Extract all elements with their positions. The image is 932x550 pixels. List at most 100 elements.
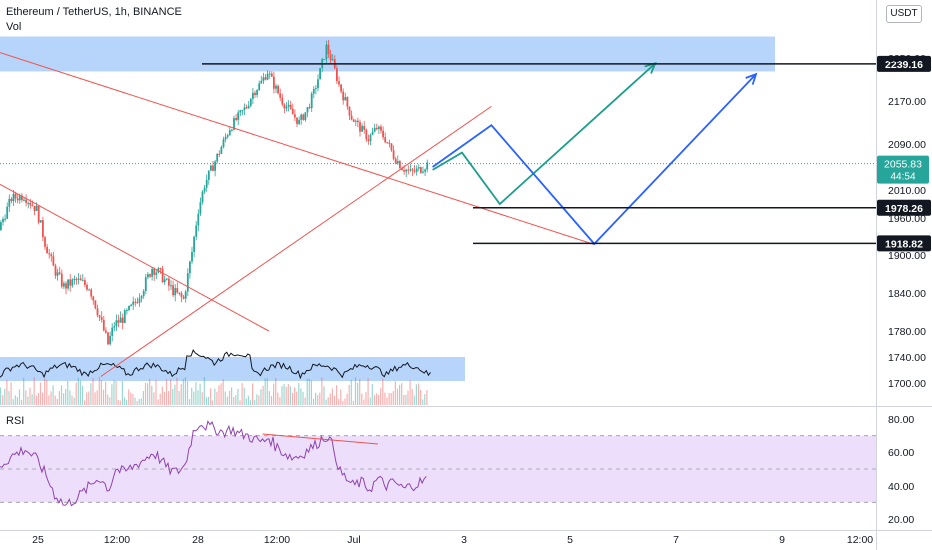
volume-bar: [354, 377, 357, 405]
candle-body: [210, 165, 212, 171]
volume-bar: [157, 399, 159, 405]
volume-bar: [319, 392, 321, 405]
symbol-title[interactable]: Ethereum / TetherUS, 1h, BINANCE: [6, 6, 182, 18]
candle-body: [228, 130, 231, 136]
candle-body: [323, 59, 326, 61]
candle-body: [39, 220, 42, 223]
candle-body: [417, 167, 420, 169]
volume-bar: [306, 378, 308, 405]
volume-bar: [86, 392, 88, 405]
bar-countdown-label: 44:54: [890, 172, 915, 183]
volume-bar: [25, 390, 27, 405]
currency-button[interactable]: USDT: [886, 5, 922, 23]
volume-bar: [212, 400, 214, 405]
candle-body: [92, 296, 95, 301]
volume-bar: [273, 383, 275, 405]
volume-bar: [327, 397, 329, 405]
volume-bar: [380, 388, 382, 405]
volume-bar: [331, 388, 333, 405]
candle-body: [119, 317, 122, 323]
candle-body: [218, 153, 221, 155]
volume-bar: [107, 394, 109, 405]
key-level-label: 1918.82: [885, 238, 923, 250]
volume-bar: [392, 391, 394, 405]
candle-body: [205, 179, 208, 188]
volume-bar: [182, 379, 184, 405]
candle-body: [86, 284, 88, 290]
candle-body: [42, 220, 44, 238]
volume-bar: [247, 395, 249, 405]
time-tick-label: 7: [673, 534, 679, 546]
volume-bar: [178, 391, 180, 405]
candle-body: [168, 278, 170, 286]
secondary-trendline: [0, 183, 270, 332]
candle-body: [0, 222, 2, 231]
candle-body: [63, 283, 65, 287]
candle-body: [46, 246, 48, 254]
volume-bar: [155, 379, 157, 405]
candle-body: [170, 285, 172, 287]
candle-body: [312, 88, 315, 94]
candle-body: [354, 120, 357, 122]
candle-body: [174, 288, 177, 296]
volume-indicator-label[interactable]: Vol: [6, 21, 22, 33]
candle-body: [241, 110, 244, 112]
candle-body: [409, 169, 412, 171]
volume-bar: [302, 391, 304, 405]
candle-body: [275, 85, 277, 89]
candle-body: [291, 108, 294, 115]
candle-body: [136, 302, 139, 304]
volume-bar: [321, 377, 323, 405]
candle-body: [67, 279, 69, 289]
volume-bar: [138, 398, 140, 405]
descending-trendline: [0, 52, 595, 245]
volume-bar: [371, 384, 373, 405]
candle-body: [359, 122, 361, 132]
candle-body: [107, 332, 109, 345]
candle-body: [121, 317, 124, 323]
rsi-indicator-label[interactable]: RSI: [6, 415, 25, 427]
candle-body: [140, 296, 143, 299]
price-tick-label: 1700.00: [888, 378, 926, 390]
volume-bar: [193, 391, 195, 405]
candle-body: [193, 236, 195, 252]
volume-bar: [378, 394, 380, 405]
candle-body: [98, 315, 101, 318]
volume-bar: [424, 394, 426, 405]
price-tick-label: 1780.00: [888, 326, 926, 338]
candle-body: [176, 288, 179, 293]
volume-bar: [117, 400, 119, 405]
volume-bar: [214, 388, 216, 405]
candle-body: [184, 291, 187, 299]
candle-body: [109, 335, 111, 345]
candle-body: [222, 139, 225, 148]
candle-body: [94, 300, 97, 309]
volume-bar: [58, 391, 60, 405]
volume-bar: [27, 396, 29, 405]
candle-body: [392, 150, 395, 159]
volume-bar: [426, 390, 428, 405]
volume-bar: [14, 395, 16, 405]
volume-bar: [388, 393, 390, 405]
volume-bar: [6, 379, 8, 405]
volume-bar: [348, 384, 350, 405]
volume-bar: [195, 382, 197, 405]
volume-bar: [35, 395, 37, 405]
volume-bar: [10, 382, 12, 405]
time-tick-label: 12:00: [847, 534, 873, 546]
volume-bar: [184, 377, 186, 405]
candle-body: [378, 126, 380, 130]
volume-bar: [88, 391, 90, 405]
volume-bar: [201, 392, 203, 405]
volume-bar: [44, 378, 46, 405]
volume-bar: [317, 395, 319, 405]
candle-body: [258, 83, 261, 90]
candle-body: [50, 254, 53, 257]
volume-bar: [153, 392, 155, 405]
candle-body: [69, 279, 72, 286]
candle-body: [113, 326, 116, 328]
candle-body: [350, 115, 353, 120]
last-price-label-bg: [877, 155, 929, 184]
candle-body: [285, 106, 288, 109]
